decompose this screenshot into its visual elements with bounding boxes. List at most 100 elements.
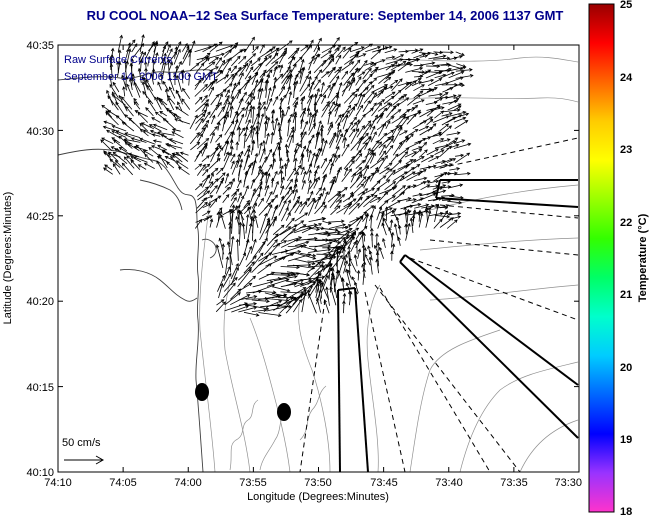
current-vector bbox=[453, 55, 463, 59]
current-vector-head bbox=[448, 145, 453, 150]
current-vector bbox=[411, 146, 422, 151]
current-vector-head bbox=[225, 256, 230, 260]
current-vector bbox=[391, 78, 403, 92]
current-vector-head bbox=[230, 105, 234, 110]
current-vector bbox=[341, 168, 352, 183]
current-vector-head bbox=[310, 190, 314, 195]
current-vector-head bbox=[343, 136, 347, 141]
current-vector-head bbox=[280, 185, 285, 190]
current-vector bbox=[169, 86, 176, 99]
current-vector bbox=[265, 223, 270, 240]
current-vector-head bbox=[276, 141, 280, 146]
current-vector bbox=[201, 120, 210, 130]
current-vector-head bbox=[303, 243, 308, 248]
current-vector bbox=[385, 58, 403, 65]
current-vector bbox=[440, 125, 452, 136]
current-vector-head bbox=[445, 123, 450, 127]
current-vector-head bbox=[265, 306, 270, 311]
current-vector bbox=[328, 103, 338, 117]
current-vector-head bbox=[233, 65, 238, 70]
current-vector-head bbox=[247, 119, 251, 123]
current-vector-head bbox=[436, 203, 440, 208]
current-vector bbox=[105, 110, 113, 118]
current-vector bbox=[356, 125, 365, 138]
current-vector-head bbox=[206, 163, 211, 168]
current-vector-head bbox=[321, 260, 326, 265]
current-vector-head bbox=[225, 194, 230, 198]
current-vector-head bbox=[371, 90, 375, 95]
current-vector bbox=[315, 281, 321, 299]
current-vector-head bbox=[283, 199, 287, 204]
current-vector bbox=[231, 111, 238, 123]
current-vector-head bbox=[442, 184, 447, 188]
current-vector-head bbox=[342, 292, 347, 297]
current-vector-head bbox=[264, 237, 268, 242]
current-vector bbox=[194, 150, 202, 162]
current-vector bbox=[238, 56, 247, 65]
current-vector bbox=[211, 115, 215, 125]
current-vector-head bbox=[449, 87, 454, 91]
y-tick-label: 40:10 bbox=[26, 467, 54, 479]
current-vector-head bbox=[217, 121, 221, 126]
current-vector-head bbox=[242, 48, 247, 52]
current-vector-head bbox=[430, 109, 434, 113]
current-vector bbox=[252, 241, 266, 259]
current-vector bbox=[378, 123, 386, 137]
current-vector-head bbox=[187, 73, 192, 77]
current-vector-head bbox=[388, 72, 393, 76]
current-vector bbox=[180, 152, 189, 156]
current-vector-head bbox=[246, 294, 251, 298]
current-vector bbox=[244, 96, 256, 111]
current-vector-head bbox=[103, 167, 107, 171]
current-vector-head bbox=[370, 107, 374, 112]
current-vector-head bbox=[280, 195, 285, 200]
current-vector bbox=[371, 140, 379, 151]
current-vector-head bbox=[305, 147, 310, 152]
current-vector-head bbox=[313, 178, 318, 182]
current-vector bbox=[336, 228, 353, 235]
current-vector bbox=[419, 79, 434, 84]
current-vector bbox=[344, 232, 355, 241]
current-vector-head bbox=[200, 62, 205, 67]
current-vector-head bbox=[317, 147, 321, 152]
current-vector bbox=[419, 207, 431, 214]
current-vector bbox=[215, 45, 233, 52]
current-vector bbox=[230, 236, 234, 254]
current-vector-head bbox=[175, 160, 180, 164]
current-vector-head bbox=[214, 146, 219, 151]
current-vector bbox=[162, 81, 170, 92]
current-vector-head bbox=[336, 47, 340, 52]
current-vector bbox=[442, 87, 453, 93]
current-vector bbox=[257, 57, 268, 72]
current-vector-head bbox=[375, 66, 379, 71]
current-vector-head bbox=[293, 224, 298, 228]
current-vector-head bbox=[316, 87, 320, 92]
current-vector bbox=[308, 54, 321, 65]
current-vector-head bbox=[370, 227, 374, 232]
current-vector-head bbox=[272, 158, 276, 162]
current-vector bbox=[106, 129, 121, 139]
current-vector-head bbox=[235, 238, 240, 243]
current-vector-head bbox=[230, 120, 235, 125]
current-vector-head bbox=[237, 153, 241, 158]
current-vector-head bbox=[114, 148, 119, 152]
current-vector-head bbox=[295, 142, 299, 147]
current-vector bbox=[224, 173, 229, 184]
current-vector-head bbox=[457, 215, 462, 219]
current-vector-head bbox=[201, 113, 206, 118]
current-vector bbox=[321, 103, 330, 118]
current-vector bbox=[194, 79, 202, 90]
current-vector bbox=[222, 273, 232, 288]
current-vector bbox=[237, 269, 252, 288]
current-vector-head bbox=[325, 274, 329, 279]
current-vector-head bbox=[289, 296, 294, 301]
current-vector-head bbox=[417, 202, 422, 207]
current-vector-head bbox=[411, 171, 416, 175]
current-vector-head bbox=[235, 266, 239, 271]
current-vector bbox=[335, 194, 345, 203]
current-vector-head bbox=[321, 81, 325, 86]
current-vector bbox=[398, 237, 401, 246]
current-vector-head bbox=[375, 232, 379, 237]
current-vector bbox=[202, 111, 211, 124]
current-vector bbox=[364, 150, 374, 158]
